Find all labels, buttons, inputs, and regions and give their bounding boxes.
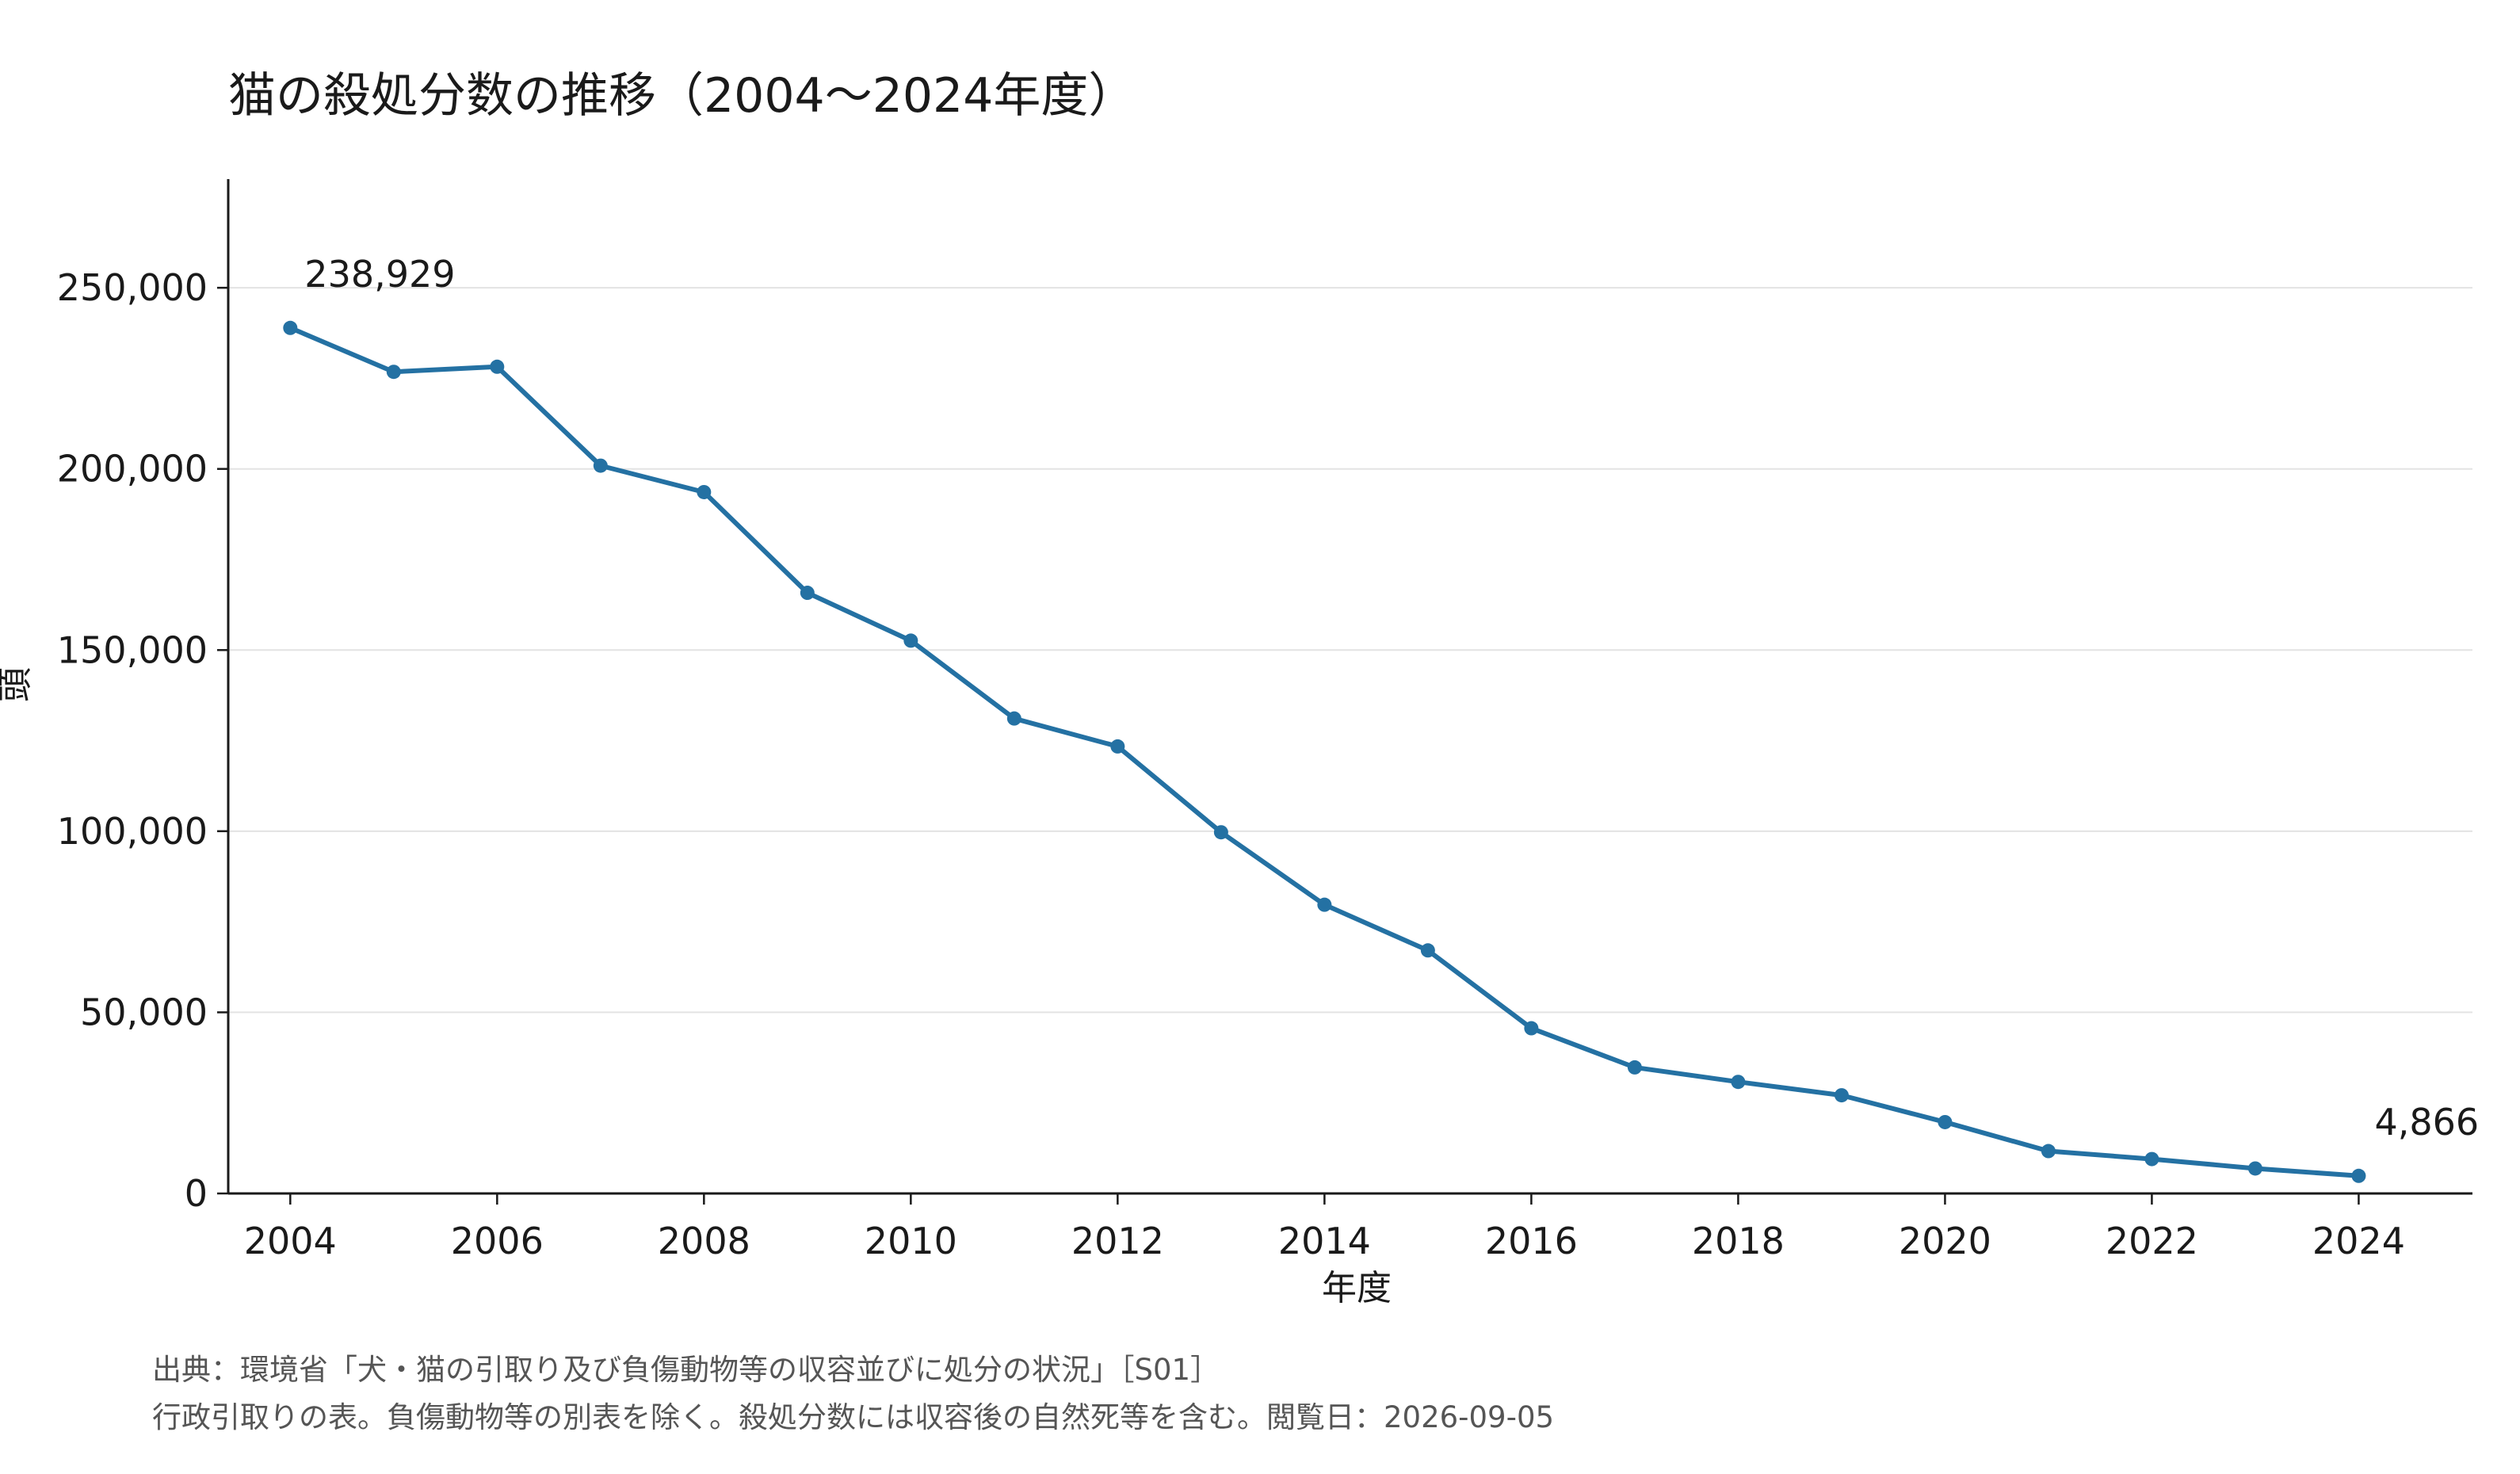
x-tick-label: 2020 bbox=[1899, 1220, 1991, 1262]
data-point bbox=[1317, 897, 1332, 912]
data-point bbox=[1834, 1088, 1849, 1103]
data-label: 238,929 bbox=[304, 253, 455, 296]
y-tick-label: 200,000 bbox=[57, 448, 208, 491]
series bbox=[283, 320, 2366, 1183]
data-point bbox=[1627, 1060, 1642, 1075]
y-tick-label: 250,000 bbox=[57, 266, 208, 309]
data-point bbox=[800, 586, 815, 601]
y-axis-label: 頭 bbox=[0, 667, 36, 702]
x-tick-label: 2012 bbox=[1071, 1220, 1164, 1262]
data-point bbox=[2247, 1161, 2262, 1176]
y-tick-label: 150,000 bbox=[57, 628, 208, 671]
x-tick-label: 2008 bbox=[658, 1220, 750, 1262]
x-tick-label: 2004 bbox=[244, 1220, 337, 1262]
data-point bbox=[1006, 711, 1021, 726]
x-tick-label: 2014 bbox=[1278, 1220, 1371, 1262]
y-tick-label: 100,000 bbox=[57, 810, 208, 853]
x-tick-label: 2016 bbox=[1485, 1220, 1578, 1262]
axes bbox=[217, 179, 2472, 1205]
data-point bbox=[386, 365, 401, 380]
gridlines bbox=[228, 287, 2472, 1014]
y-tick-label: 0 bbox=[185, 1172, 208, 1215]
x-tick-label: 2010 bbox=[865, 1220, 957, 1262]
data-point bbox=[490, 359, 505, 374]
data-point bbox=[283, 320, 298, 335]
x-tick-label: 2022 bbox=[2106, 1220, 2198, 1262]
x-tick-label: 2006 bbox=[451, 1220, 544, 1262]
y-tick-label: 50,000 bbox=[80, 991, 208, 1033]
data-point bbox=[1731, 1075, 1746, 1090]
method-note: 行政引取りの表。負傷動物等の別表を除く。殺処分数には収容後の自然死等を含む。閲覧… bbox=[152, 1400, 1555, 1434]
data-point bbox=[903, 633, 918, 648]
data-point bbox=[1938, 1114, 1953, 1129]
data-point bbox=[1420, 943, 1435, 958]
data-point bbox=[2144, 1151, 2159, 1167]
source-note: 出典：環境省「犬・猫の引取り及び負傷動物等の収容並びに処分の状況」［S01］ bbox=[152, 1353, 1220, 1387]
data-label: 4,866 bbox=[2374, 1101, 2479, 1144]
data-point bbox=[1110, 739, 1125, 754]
x-tick-label: 2018 bbox=[1692, 1220, 1785, 1262]
data-point bbox=[1524, 1021, 1539, 1036]
x-tick-label: 2024 bbox=[2312, 1220, 2405, 1262]
series-line bbox=[288, 325, 2362, 1178]
data-point bbox=[2351, 1168, 2366, 1183]
chart-title: 猫の殺処分数の推移（2004〜2024年度） bbox=[228, 68, 1136, 124]
data-point bbox=[593, 458, 608, 473]
x-axis-label: 年度 bbox=[1322, 1268, 1392, 1308]
tick-labels: 0 50,000 100,000 150,000 200,000 250,000 2004 2… bbox=[57, 266, 2405, 1262]
annotations: 238,929 4,866 bbox=[304, 253, 2479, 1144]
data-point bbox=[697, 484, 712, 499]
data-point bbox=[1213, 825, 1228, 840]
data-point bbox=[2041, 1144, 2056, 1159]
